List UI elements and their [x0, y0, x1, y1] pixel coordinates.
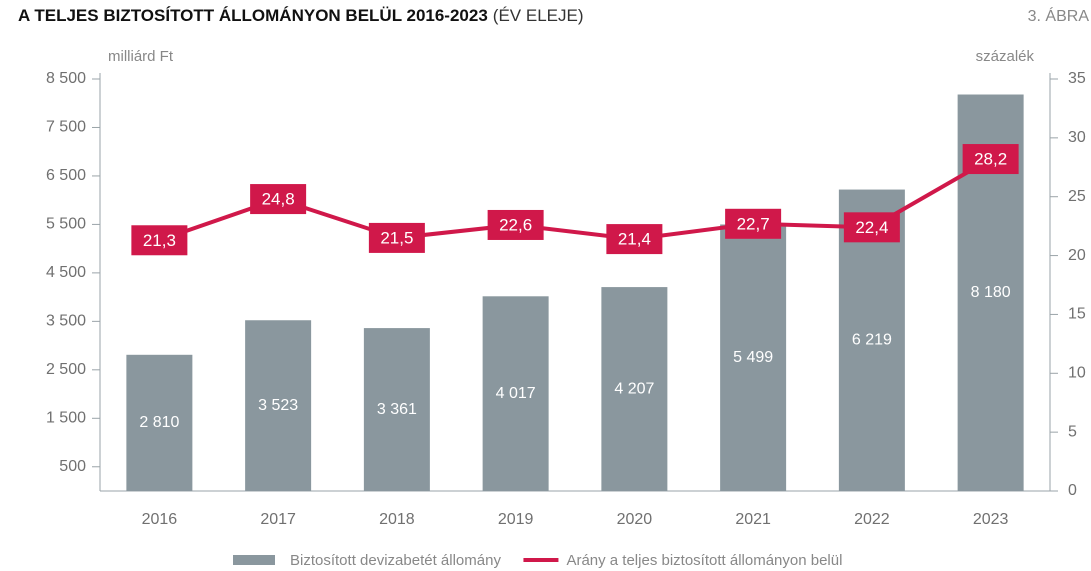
bar-value-label: 2 810 — [139, 414, 179, 431]
subtitle: (ÉV ELEJE) — [493, 6, 584, 25]
line-label-box — [725, 208, 782, 239]
y2-tick-label: 25 — [1068, 188, 1086, 205]
line-label-box — [368, 222, 425, 253]
x-tick-label: 2019 — [498, 511, 534, 528]
y2-tick-label: 0 — [1068, 482, 1077, 499]
y2-tick-label: 15 — [1068, 306, 1086, 323]
figure-label: 3. ÁBRA — [1028, 6, 1090, 25]
y-tick-label: 4 500 — [46, 264, 86, 281]
line-value-label: 22,7 — [737, 214, 770, 233]
title: A TELJES BIZTOSÍTOTT ÁLLOMÁNYON BELÜL 20… — [18, 6, 488, 25]
line-value-label: 24,8 — [262, 190, 295, 209]
line-value-label: 22,6 — [499, 215, 532, 234]
legend-label: Biztosított devizabetét állomány — [290, 552, 501, 569]
line-label-box — [606, 224, 663, 255]
x-tick-label: 2023 — [973, 511, 1009, 528]
y-axis-label: milliárd Ft — [108, 48, 174, 65]
line-value-label: 21,3 — [143, 231, 176, 250]
line-value-label: 21,4 — [618, 230, 651, 249]
bar-value-label: 3 361 — [377, 401, 417, 418]
x-tick-label: 2017 — [260, 511, 296, 528]
bar — [482, 296, 549, 491]
bar — [126, 354, 193, 491]
line-value-label: 28,2 — [974, 150, 1007, 169]
line-label-box — [250, 184, 307, 215]
bar — [245, 320, 312, 491]
y2-axis-label: százalék — [976, 48, 1035, 65]
y-tick-label: 2 500 — [46, 361, 86, 378]
legend-swatch — [233, 555, 275, 565]
chart-title: A TELJES BIZTOSÍTOTT ÁLLOMÁNYON BELÜL 20… — [18, 6, 584, 25]
legend-label: Arány a teljes biztosított állományon be… — [566, 552, 842, 569]
line-value-label: 22,4 — [855, 218, 888, 237]
x-tick-label: 2021 — [735, 511, 771, 528]
x-tick-label: 2018 — [379, 511, 415, 528]
y-tick-label: 5 500 — [46, 216, 86, 233]
line-label-box — [843, 212, 900, 243]
y-tick-label: 3 500 — [46, 313, 86, 330]
bar — [601, 287, 668, 491]
y2-tick-label: 5 — [1068, 423, 1077, 440]
bar-value-label: 4 017 — [496, 385, 536, 402]
bar — [363, 328, 430, 491]
y2-tick-label: 30 — [1068, 129, 1086, 146]
y-tick-label: 8 500 — [46, 70, 86, 87]
line-label-box — [487, 209, 544, 240]
y2-tick-label: 20 — [1068, 247, 1086, 264]
bar-value-label: 8 180 — [971, 284, 1011, 301]
y-tick-label: 1 500 — [46, 410, 86, 427]
y2-tick-label: 35 — [1068, 70, 1086, 87]
line-label-box — [131, 225, 188, 256]
y-tick-label: 7 500 — [46, 119, 86, 136]
bar-value-label: 3 523 — [258, 397, 298, 414]
y-tick-label: 6 500 — [46, 167, 86, 184]
bar-value-label: 4 207 — [614, 380, 654, 397]
x-tick-label: 2022 — [854, 511, 890, 528]
line-label-box — [962, 144, 1019, 175]
x-tick-label: 2020 — [617, 511, 653, 528]
bar-value-label: 6 219 — [852, 331, 892, 348]
bar-value-label: 5 499 — [733, 349, 773, 366]
y-tick-label: 500 — [59, 458, 86, 475]
bar — [720, 224, 787, 491]
line-value-label: 21,5 — [380, 228, 413, 247]
x-tick-label: 2016 — [142, 511, 178, 528]
y2-tick-label: 10 — [1068, 365, 1086, 382]
